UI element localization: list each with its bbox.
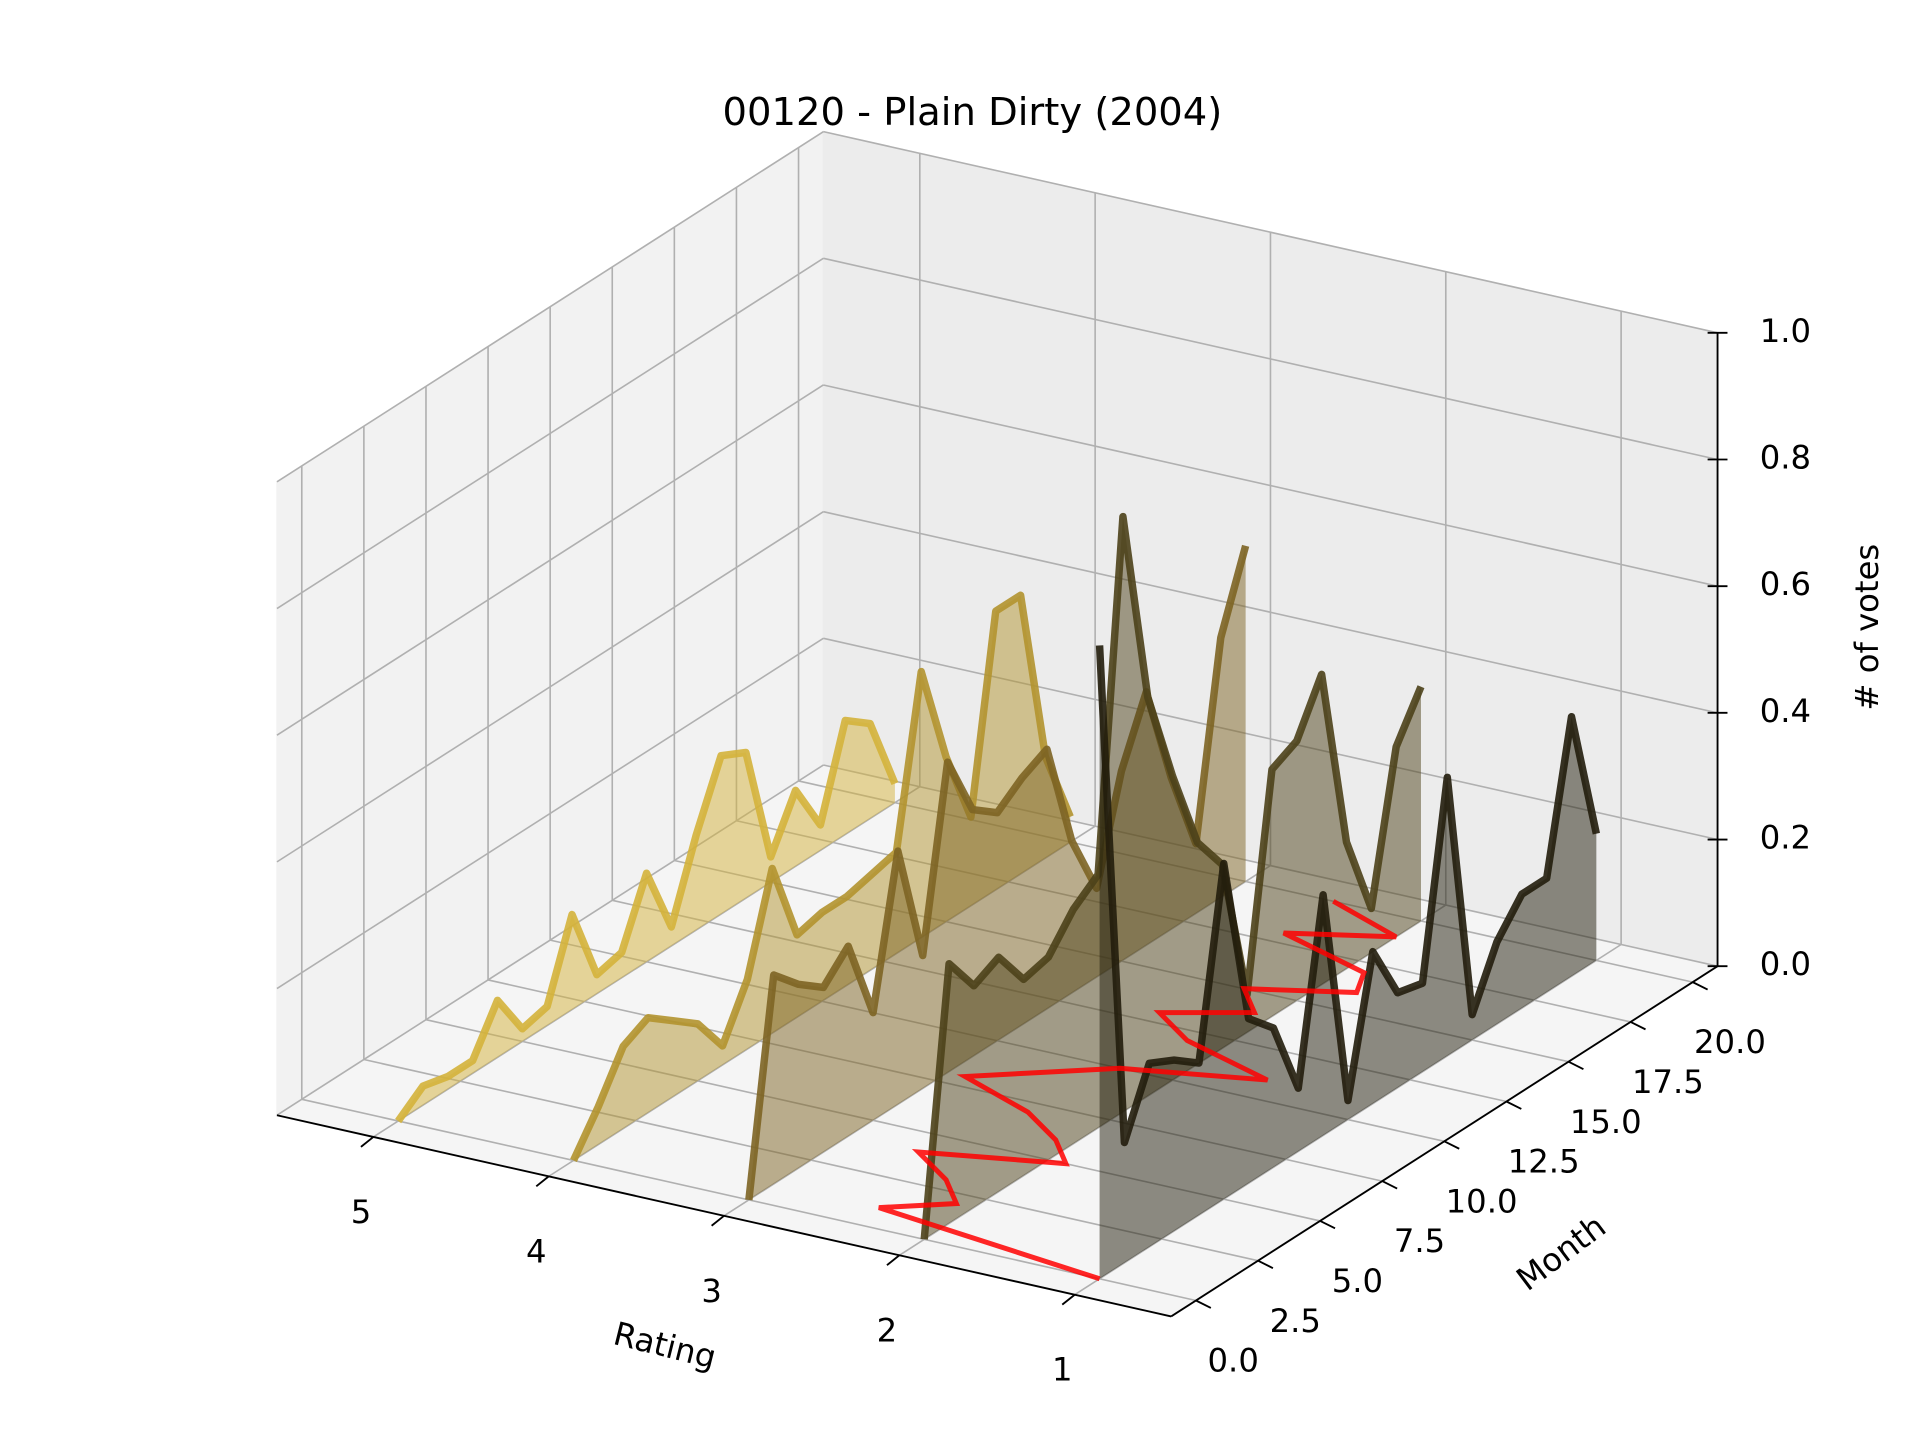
y-tick-label: 20.0 <box>1694 1023 1766 1061</box>
x-axis-line <box>276 1114 1172 1318</box>
y-tick-label: 2.5 <box>1270 1302 1321 1340</box>
area <box>398 720 895 1122</box>
trend-line <box>878 899 1398 1282</box>
line <box>1095 645 1600 1147</box>
grid-line <box>823 257 1718 461</box>
y-axis-line <box>1170 965 1719 1318</box>
z-tick-label: 0.8 <box>1760 439 1811 477</box>
tick-mark <box>1195 1299 1212 1309</box>
grid-line <box>276 637 824 990</box>
z-tick-label: 0.2 <box>1760 819 1811 857</box>
grid-line <box>276 510 824 863</box>
x-tick-label: 3 <box>701 1272 722 1310</box>
grid-line <box>823 510 1718 714</box>
line <box>395 716 899 1124</box>
z-tick-label: 0.4 <box>1760 692 1811 730</box>
x-tick-label: 5 <box>351 1193 372 1231</box>
grid-line <box>276 257 824 610</box>
tick-mark <box>1061 1293 1076 1306</box>
tick-mark <box>535 1175 550 1188</box>
tick-mark <box>1506 1100 1522 1110</box>
area <box>748 545 1246 1200</box>
x-tick-label: 2 <box>877 1311 898 1349</box>
line <box>920 512 1425 1240</box>
y-tick-label: 17.5 <box>1632 1063 1704 1101</box>
plot: 00120 - Plain Dirty (2004) Rating Month … <box>275 90 1886 1389</box>
y-tick-label: 5.0 <box>1332 1262 1383 1300</box>
z-tick-label: 1.0 <box>1760 312 1811 350</box>
tick-mark <box>360 1136 374 1148</box>
tick-mark <box>1319 1220 1336 1230</box>
y-tick-label: 15.0 <box>1570 1103 1642 1141</box>
tick-mark <box>1381 1180 1398 1190</box>
grid-line <box>276 130 824 483</box>
z-tick-label: 0.0 <box>1760 945 1811 983</box>
y-tick-label: 12.5 <box>1508 1143 1580 1181</box>
area <box>1099 645 1597 1279</box>
y-tick-label: 10.0 <box>1446 1182 1518 1220</box>
z-tick-label: 0.6 <box>1760 565 1811 603</box>
y-tick-label: 0.0 <box>1208 1342 1259 1380</box>
tick-mark <box>1257 1259 1274 1269</box>
tick-mark <box>1443 1140 1460 1150</box>
y-tick-label: 7.5 <box>1394 1222 1445 1260</box>
grid-line <box>276 384 824 736</box>
z-axis-label: # of votes <box>1848 544 1886 711</box>
chart-title: 00120 - Plain Dirty (2004) <box>723 90 1223 135</box>
grid-line <box>823 130 1718 334</box>
x-tick-label: 4 <box>526 1232 547 1270</box>
grid-line <box>823 384 1718 587</box>
x-tick-label: 1 <box>1052 1351 1073 1389</box>
tick-mark <box>711 1215 725 1227</box>
tick-mark <box>1630 1021 1646 1031</box>
tick-mark <box>1568 1060 1584 1070</box>
tick-mark <box>1692 981 1709 991</box>
line <box>570 591 1074 1162</box>
area <box>924 516 1421 1240</box>
tick-mark <box>886 1254 900 1266</box>
